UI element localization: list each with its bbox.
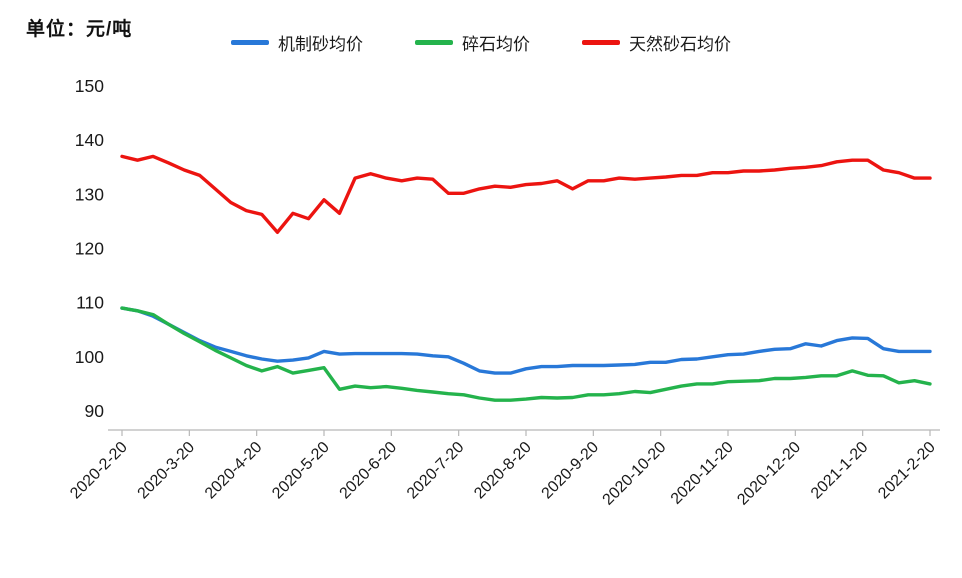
y-axis-tick-label: 110 — [76, 293, 104, 313]
legend-item-machine-sand[interactable]: 机制砂均价 — [231, 30, 363, 55]
legend-swatch — [582, 40, 620, 45]
x-axis-tick-label: 2020-4-20 — [202, 439, 266, 503]
x-axis-tick-label: 2020-12-20 — [734, 439, 804, 509]
x-axis-tick-label: 2020-6-20 — [337, 439, 401, 503]
legend-label: 天然砂石均价 — [629, 35, 731, 54]
legend-swatch — [415, 40, 453, 45]
x-axis-tick-label: 2020-2-20 — [67, 439, 131, 503]
x-axis-tick-label: 2020-5-20 — [269, 439, 333, 503]
series-line-1 — [120, 306, 932, 402]
x-axis-tick-label: 2020-8-20 — [471, 439, 535, 503]
x-axis-tick-label: 2020-11-20 — [668, 439, 737, 508]
unit-label: 单位：元/吨 — [26, 19, 133, 40]
x-axis-tick-label: 2020-7-20 — [404, 439, 468, 503]
legend-label: 碎石均价 — [462, 35, 530, 54]
x-axis-tick-label: 2020-3-20 — [135, 439, 199, 503]
x-axis-tick-label: 2021-2-20 — [875, 439, 939, 503]
y-axis-tick-label: 130 — [75, 184, 104, 204]
legend-item-crushed-stone[interactable]: 碎石均价 — [415, 30, 530, 55]
y-axis-tick-label: 120 — [75, 239, 104, 259]
y-axis-tick-label: 150 — [75, 76, 104, 96]
y-axis-tick-label: 140 — [75, 130, 104, 150]
series-line-2 — [120, 154, 932, 235]
series-line-0 — [120, 306, 932, 375]
legend-item-natural-sand[interactable]: 天然砂石均价 — [582, 30, 731, 55]
x-axis-tick-label: 2020-9-20 — [539, 439, 603, 503]
x-axis-tick-label: 2021-1-20 — [808, 439, 872, 503]
y-axis-tick-label: 90 — [85, 401, 105, 421]
y-axis-tick-label: 100 — [75, 347, 104, 367]
legend-label: 机制砂均价 — [278, 35, 363, 54]
x-axis-tick-label: 2020-10-20 — [600, 439, 670, 509]
legend-swatch — [231, 40, 269, 45]
chart-legend: 机制砂均价 碎石均价 天然砂石均价 — [231, 30, 731, 55]
